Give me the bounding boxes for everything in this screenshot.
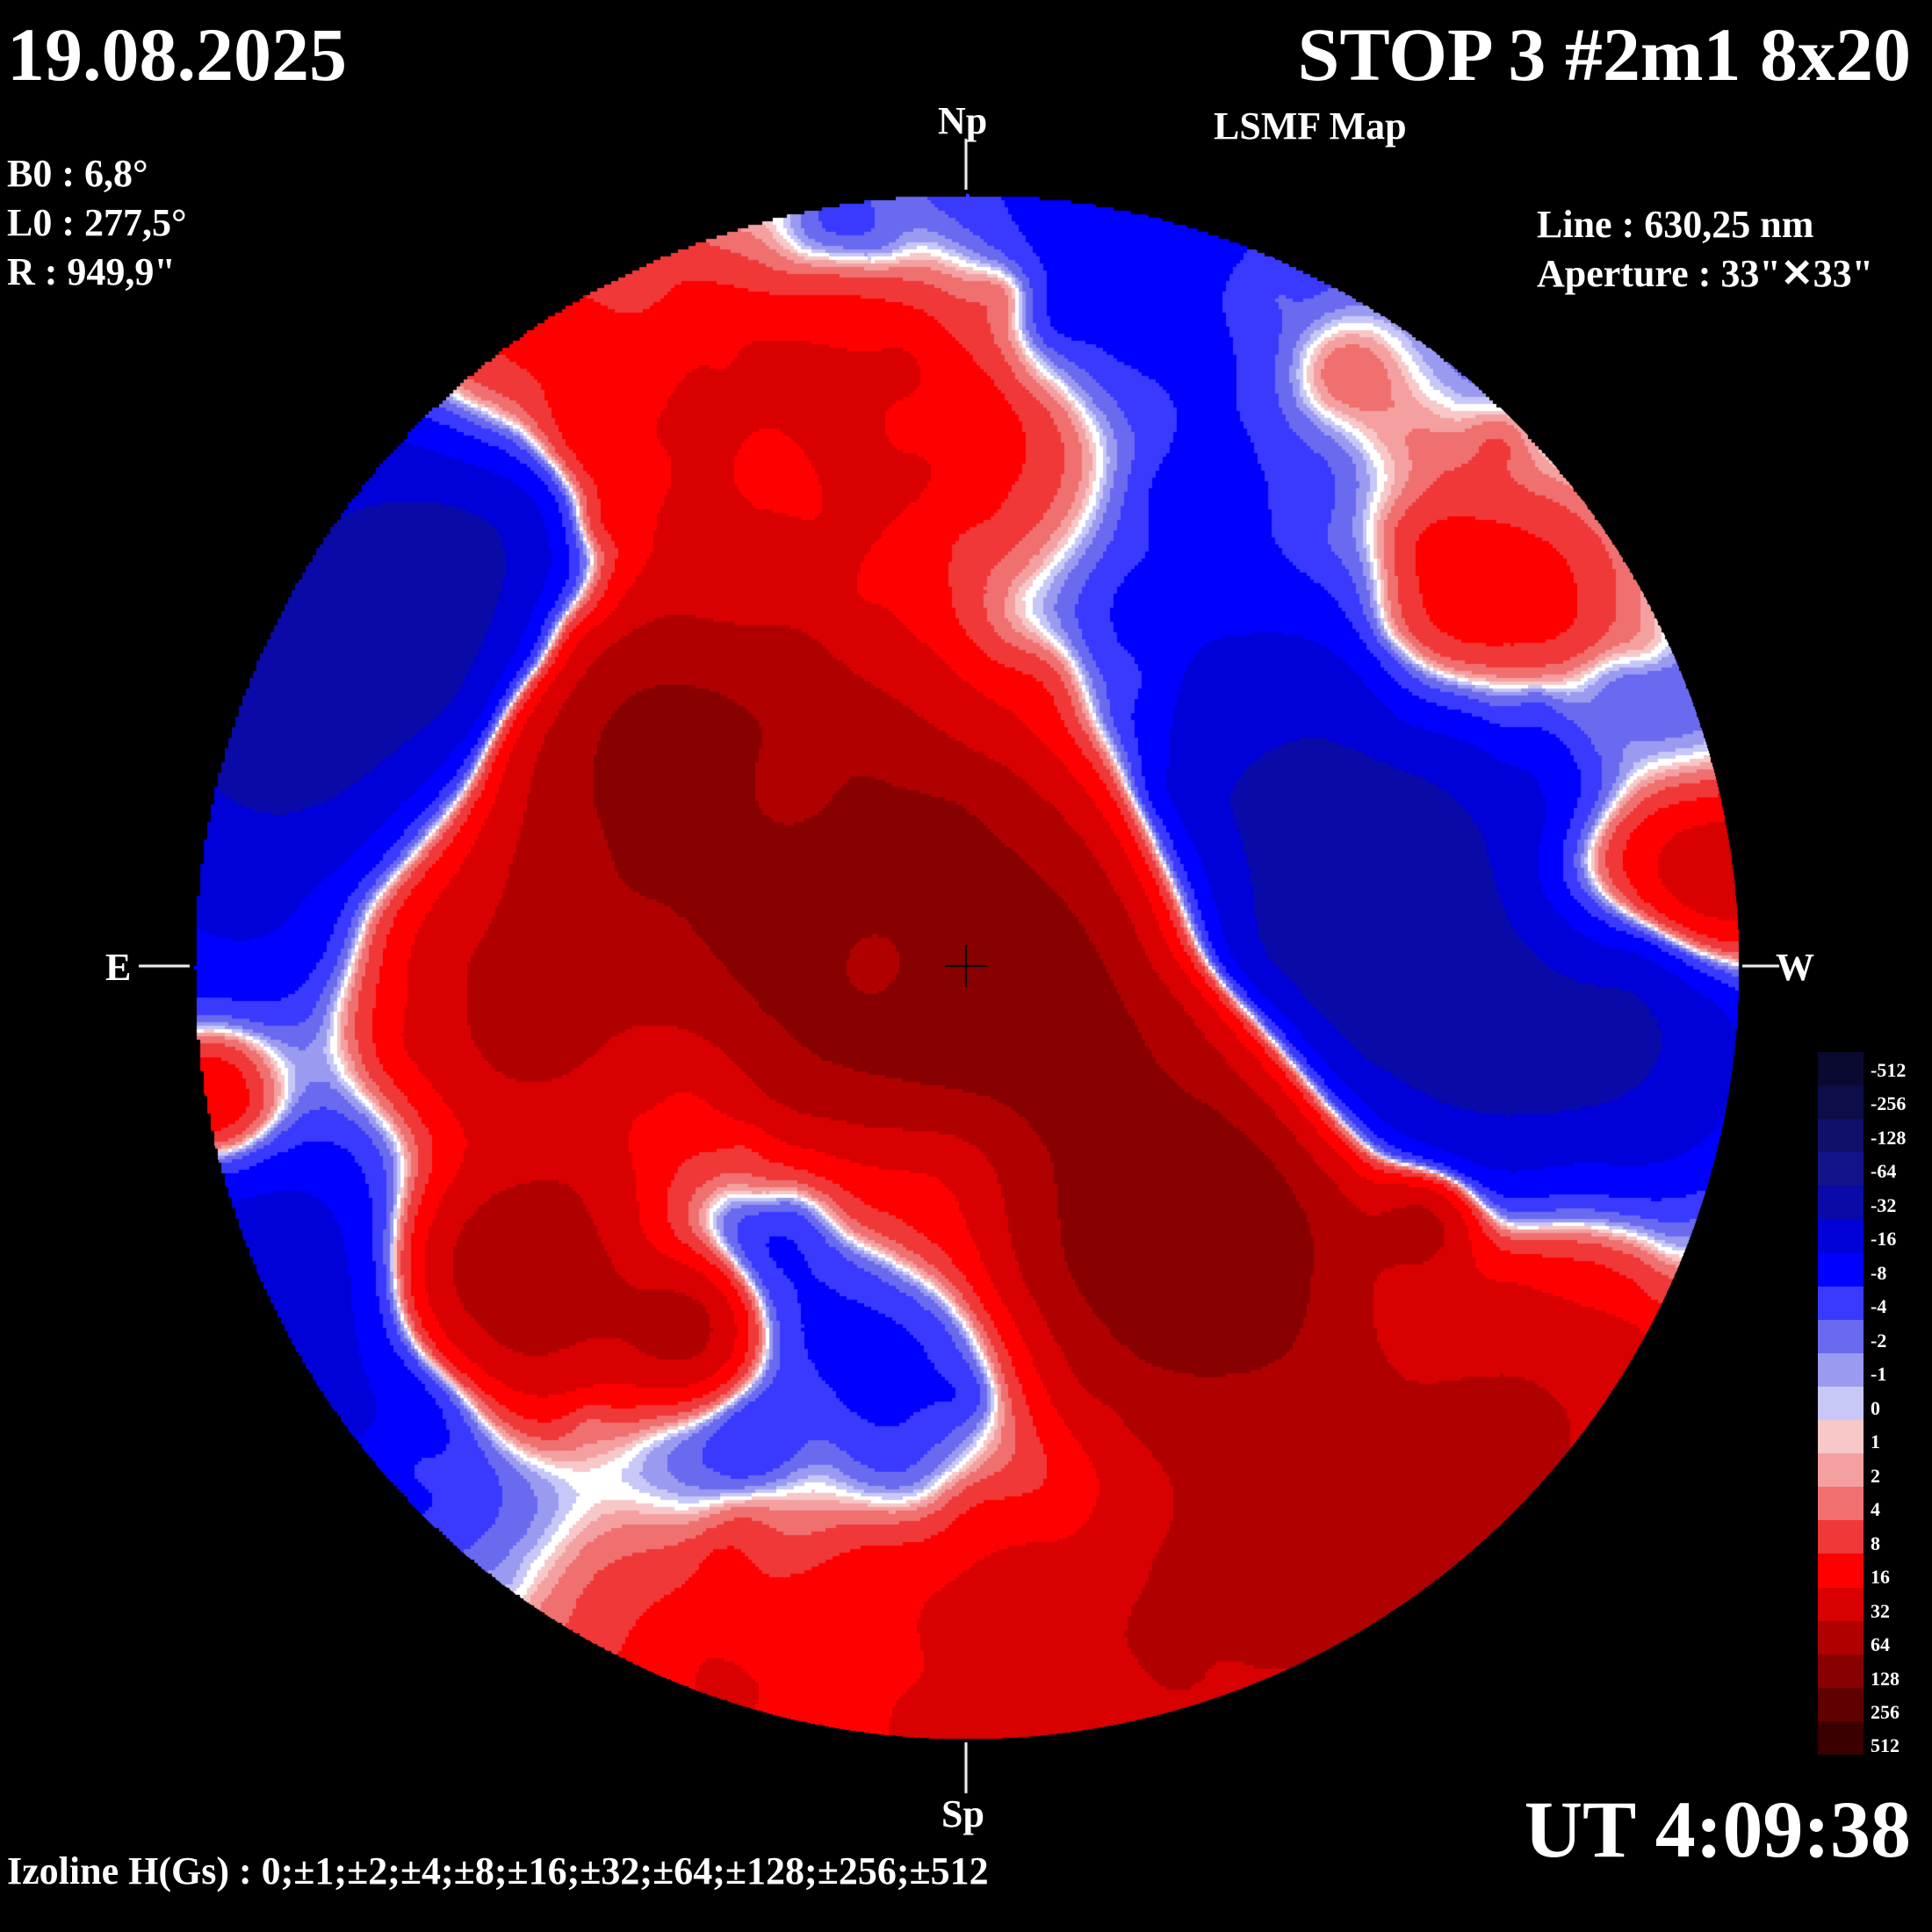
observation-date: 19.08.2025 [7, 12, 347, 97]
legend-label: 512 [1871, 1734, 1900, 1757]
legend-swatch [1818, 1152, 1864, 1186]
legend-label: 256 [1871, 1701, 1900, 1723]
legend-label: 2 [1871, 1464, 1880, 1487]
aperture-size: Aperture : 33"✕33" [1537, 252, 1874, 295]
north-pole-label: Np [938, 99, 988, 142]
legend-label: -16 [1871, 1228, 1897, 1251]
legend-label: -64 [1871, 1160, 1897, 1183]
legend-swatch [1818, 1052, 1864, 1086]
legend-swatch [1818, 1386, 1864, 1421]
legend-swatch [1818, 1487, 1864, 1521]
legend-label: -512 [1871, 1058, 1907, 1081]
legend-swatch [1818, 1453, 1864, 1488]
legend-swatch [1818, 1186, 1864, 1220]
legend-label: -128 [1871, 1126, 1907, 1149]
spectral-line: Line : 630,25 nm [1537, 203, 1814, 246]
legend-label: 32 [1871, 1599, 1890, 1622]
legend-label: 8 [1871, 1532, 1880, 1554]
legend-label: 128 [1871, 1667, 1900, 1690]
legend-label: 64 [1871, 1633, 1890, 1656]
legend-swatch [1818, 1554, 1864, 1589]
legend-swatch [1818, 1252, 1864, 1287]
legend-swatch [1818, 1587, 1864, 1622]
legend-label: -8 [1871, 1261, 1887, 1284]
map-title: STOP 3 #2m1 8x20 [1297, 12, 1911, 97]
legend-swatch [1818, 1085, 1864, 1120]
legend-label: 16 [1871, 1566, 1890, 1589]
legend-label: 1 [1871, 1431, 1880, 1453]
legend-label: -4 [1871, 1295, 1887, 1318]
param-radius: R : 949,9" [7, 250, 176, 293]
color-legend: -512 -256 -128 -64 -32 -16 -8 -4 -2 -1 0 1 2 4 8 16 32 64… [1818, 1052, 1906, 1756]
legend-swatch [1818, 1520, 1864, 1554]
legend-swatch [1818, 1119, 1864, 1153]
south-pole-label: Sp [941, 1792, 984, 1835]
legend-swatch [1818, 1420, 1864, 1454]
legend-swatch [1818, 1654, 1864, 1689]
legend-swatch [1818, 1620, 1864, 1655]
legend-swatch [1818, 1720, 1864, 1755]
legend-label: -2 [1871, 1329, 1887, 1352]
east-label: E [105, 946, 132, 989]
legend-label: -32 [1871, 1193, 1897, 1216]
west-label: W [1776, 946, 1814, 989]
legend-swatch [1818, 1286, 1864, 1321]
legend-label: -256 [1871, 1092, 1907, 1115]
legend-label: -1 [1871, 1363, 1887, 1386]
legend-label: 0 [1871, 1396, 1880, 1419]
legend-label: 4 [1871, 1498, 1880, 1521]
legend-swatch [1818, 1319, 1864, 1354]
param-l0: L0 : 277,5° [7, 201, 187, 244]
param-b0: B0 : 6,8° [7, 152, 148, 195]
map-subtitle: LSMF Map [1214, 105, 1407, 148]
ut-time: UT 4:09:38 [1524, 1784, 1911, 1874]
isoline-levels: Izoline H(Gs) : 0;±1;±2;±4;±8;±16;±32;±6… [7, 1849, 989, 1892]
legend-swatch [1818, 1687, 1864, 1722]
legend-swatch [1818, 1219, 1864, 1254]
legend-swatch [1818, 1352, 1864, 1388]
